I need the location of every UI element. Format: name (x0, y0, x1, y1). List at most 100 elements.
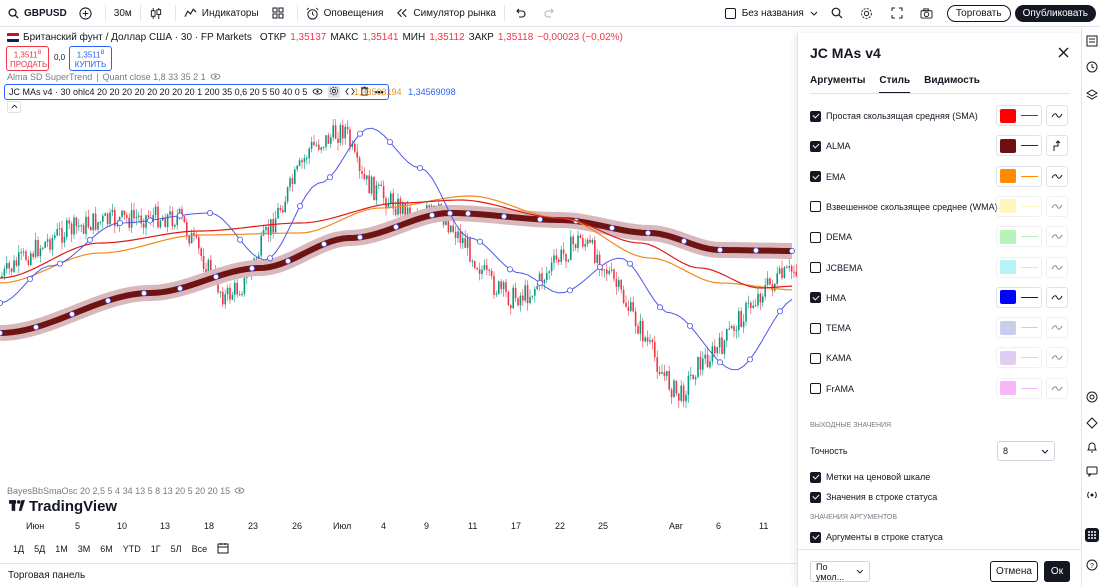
time-axis[interactable]: Июн 5 10 13 18 23 26 Июл 4 9 11 17 22 25… (0, 518, 797, 534)
line-style-icon[interactable] (1046, 377, 1068, 399)
tab-visibility[interactable]: Видимость (924, 75, 980, 86)
ideas-icon[interactable] (1085, 416, 1099, 430)
timeframe-3m[interactable]: 3М (77, 544, 91, 554)
alerts-button[interactable]: Оповещения (300, 0, 390, 27)
ma-visibility-checkbox[interactable] (810, 201, 821, 213)
chart-pane[interactable]: Британский фунт / Доллар США · 30 · FP M… (0, 28, 797, 518)
line-style-icon[interactable] (1046, 105, 1068, 126)
ma-row[interactable]: ALMA (810, 135, 1070, 157)
layout-name-button[interactable]: Без названия (719, 0, 824, 27)
timeframe-1d[interactable]: 1Д (13, 544, 25, 554)
indicators-button[interactable]: Индикаторы (178, 0, 265, 27)
ma-visibility-checkbox[interactable] (810, 383, 821, 395)
status-values-checkbox[interactable] (810, 491, 821, 503)
indicator-legend-jc-mas[interactable]: JC MAs v4 · 30 ohlc4 20 20 20 20 20 20 2… (4, 84, 389, 100)
settings-icon[interactable] (328, 86, 341, 98)
defaults-dropdown[interactable]: По умол... (810, 561, 870, 582)
status-args-checkbox[interactable] (810, 531, 821, 543)
watchlist-icon[interactable] (1085, 34, 1099, 48)
snapshot-button[interactable] (914, 0, 944, 27)
line-style-icon[interactable] (1046, 165, 1068, 187)
buy-button[interactable]: 1,35118 КУПИТЬ (69, 46, 112, 71)
symbol-search[interactable]: GBPUSD (0, 0, 73, 27)
line-style-icon[interactable] (1046, 256, 1068, 278)
ma-row[interactable]: TEMA (810, 317, 1070, 339)
price-chart[interactable] (0, 28, 797, 468)
price-scale-labels-row[interactable]: Метки на ценовой шкале (810, 466, 1070, 488)
ma-visibility-checkbox[interactable] (810, 231, 821, 243)
ma-color-picker[interactable] (996, 226, 1042, 248)
line-style-icon[interactable] (1046, 286, 1068, 308)
broadcast-icon[interactable] (1085, 488, 1099, 502)
line-style-icon[interactable] (1046, 317, 1068, 339)
help-icon[interactable]: ? (1085, 558, 1099, 572)
ma-visibility-checkbox[interactable] (810, 322, 821, 334)
trade-button[interactable]: Торговать (946, 4, 1011, 22)
target-icon[interactable] (1085, 390, 1099, 404)
ma-row[interactable]: FrAMA (810, 377, 1070, 400)
more-icon[interactable]: ••• (374, 87, 384, 97)
undo-button[interactable] (507, 0, 537, 27)
ma-visibility-checkbox[interactable] (810, 292, 821, 304)
templates-button[interactable] (265, 0, 295, 27)
compare-button[interactable] (73, 0, 103, 27)
step-line-style-icon[interactable] (1046, 135, 1068, 157)
line-style-icon[interactable] (1046, 195, 1068, 217)
indicator-legend-alma[interactable]: Alma SD SuperTrend | Quant close 1,8 33 … (7, 72, 221, 82)
ma-visibility-checkbox[interactable] (810, 140, 821, 152)
sell-button[interactable]: 1,35118 ПРОДАТЬ (6, 46, 49, 71)
ok-button[interactable]: Ок (1044, 561, 1070, 582)
trading-panel-tab[interactable]: Торговая панель (0, 563, 797, 587)
ma-row[interactable]: Простая скользящая средняя (SMA) (810, 105, 1070, 127)
ma-row[interactable]: Взвешенное скользящее среднее (WMA) (810, 195, 1070, 218)
alert-clock-icon[interactable] (1085, 60, 1099, 74)
ma-visibility-checkbox[interactable] (810, 262, 821, 273)
ma-color-picker[interactable] (996, 105, 1042, 126)
ma-color-picker[interactable] (996, 317, 1042, 339)
tab-style[interactable]: Стиль (879, 75, 911, 94)
quick-search-button[interactable] (824, 0, 854, 27)
indicator-legend-bayes[interactable]: BayesBbSmaOsc 20 2,5 5 4 34 13 5 8 13 20… (7, 486, 245, 496)
status-values-row[interactable]: Значения в строке статуса (810, 486, 1070, 508)
timeframe-ytd[interactable]: YTD (122, 544, 141, 554)
timeframe-6m[interactable]: 6М (100, 544, 113, 554)
timeframe-1y[interactable]: 1Г (150, 544, 161, 554)
ma-color-picker[interactable] (996, 195, 1042, 217)
settings-button[interactable] (854, 0, 884, 27)
eye-icon[interactable] (312, 87, 323, 97)
price-scale-checkbox[interactable] (810, 471, 821, 483)
ma-row[interactable]: EMA (810, 165, 1070, 188)
ma-row[interactable]: KAMA (810, 347, 1070, 369)
collapse-legend-button[interactable] (7, 101, 21, 113)
ma-color-picker[interactable] (996, 377, 1042, 399)
trash-icon[interactable] (360, 86, 369, 98)
interval-button[interactable]: 30м (108, 0, 138, 27)
ma-row[interactable]: JCBEMA (810, 256, 1070, 279)
line-style-icon[interactable] (1046, 226, 1068, 248)
precision-select[interactable]: 8 (997, 441, 1055, 461)
timeframe-5d[interactable]: 5Д (34, 544, 46, 554)
ma-color-picker[interactable] (996, 347, 1042, 369)
ma-color-picker[interactable] (996, 165, 1042, 187)
tab-arguments[interactable]: Аргументы (810, 75, 866, 86)
date-range-button[interactable] (212, 542, 234, 556)
ma-visibility-checkbox[interactable] (810, 352, 821, 364)
chart-type-button[interactable] (143, 0, 173, 27)
timeframe-all[interactable]: Все (191, 544, 208, 554)
source-code-icon[interactable] (345, 87, 355, 98)
apps-grid-icon[interactable] (1085, 528, 1099, 542)
ma-row[interactable]: DEMA (810, 226, 1070, 248)
ma-visibility-checkbox[interactable] (810, 171, 821, 183)
eye-off-icon[interactable] (210, 72, 221, 82)
replay-button[interactable]: Симулятор рынка (389, 0, 502, 27)
close-button[interactable] (1058, 45, 1069, 62)
layers-icon[interactable] (1085, 88, 1099, 102)
ma-color-picker[interactable] (996, 256, 1042, 278)
timeframe-1m[interactable]: 1М (55, 544, 68, 554)
status-args-row[interactable]: Аргументы в строке статуса (810, 526, 1070, 548)
ma-visibility-checkbox[interactable] (810, 110, 821, 122)
ma-color-picker[interactable] (996, 135, 1042, 157)
timeframe-5y[interactable]: 5Л (170, 544, 182, 554)
publish-button[interactable]: Опубликовать (1014, 4, 1096, 22)
eye-off-icon[interactable] (234, 486, 245, 496)
